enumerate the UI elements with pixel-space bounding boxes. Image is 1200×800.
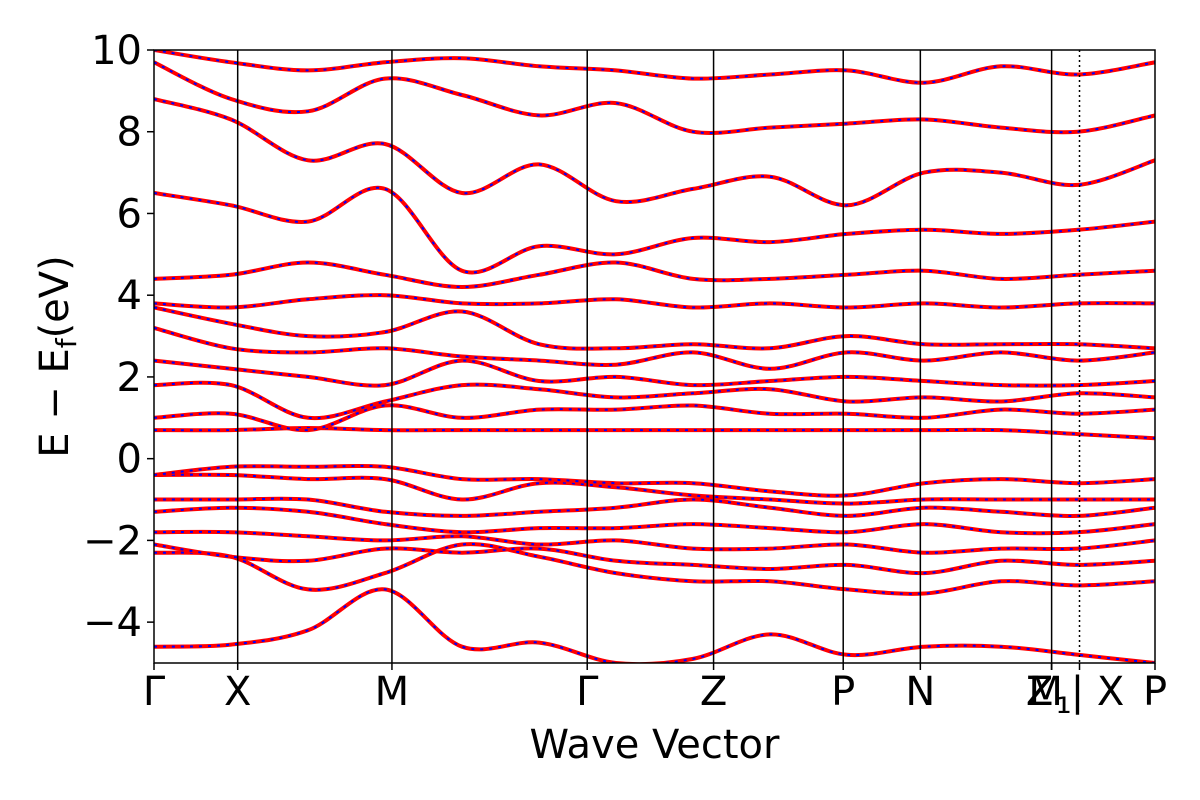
y-tick-label: 10 [91, 28, 142, 74]
band-line [154, 542, 1155, 596]
band-line-overlay [154, 326, 1155, 370]
band-lines [154, 50, 1155, 663]
band-line [154, 305, 1155, 351]
band-line [154, 293, 1155, 310]
band-line-overlay [154, 261, 1155, 289]
y-tick-label: 6 [117, 191, 142, 237]
band-line-overlay [154, 61, 1155, 134]
band-line-overlay [154, 473, 1155, 505]
band-line-overlay [154, 426, 1155, 440]
y-axis-label: E − Ef(eV) [32, 255, 83, 458]
band-line [154, 587, 1155, 663]
band-line [154, 185, 1155, 275]
x-tick-label: ₁ [1056, 677, 1072, 723]
x-tick-label: N [905, 669, 935, 715]
band-line-overlay [154, 359, 1155, 387]
x-tick-label: M [375, 669, 410, 715]
y-axis-label-unit: (eV) [32, 255, 78, 338]
y-axis-label-subscript: f [50, 337, 83, 348]
band-line [154, 60, 1155, 135]
band-line-overlay [154, 381, 1155, 420]
y-tick-label: 0 [117, 437, 142, 483]
x-tick-label: Z [1026, 669, 1053, 715]
band-line-overlay [154, 588, 1155, 663]
band-line [154, 463, 1155, 498]
band-line [154, 358, 1155, 388]
x-axis-label: Wave Vector [530, 722, 781, 768]
x-tick-label: Z [700, 669, 727, 715]
band-line-overlay [154, 98, 1155, 207]
band-line-overlay [154, 50, 1155, 84]
y-tick-label: 4 [117, 273, 142, 319]
band-line-overlay [154, 404, 1155, 432]
x-tick-label: Γ [143, 669, 166, 715]
y-tick-label: 8 [117, 110, 142, 156]
plot-frame [153, 49, 1156, 664]
band-line-overlay [154, 306, 1155, 350]
x-tick-label: P [831, 669, 855, 715]
x-tick-label: M [1028, 669, 1063, 715]
x-tick-label: Γ [576, 669, 599, 715]
band-line [154, 529, 1155, 555]
band-line-overlay [154, 186, 1155, 274]
y-tick-label: −4 [83, 600, 142, 646]
band-line [154, 260, 1155, 290]
band-line-overlay [154, 543, 1155, 575]
band-line [154, 505, 1155, 536]
band-line [154, 496, 1155, 518]
high-symmetry-lines [236, 50, 1081, 663]
y-axis-label-main: E − E [32, 348, 78, 458]
y-axis-ticks: −4 −2 0 2 4 6 8 10 [83, 28, 154, 646]
x-tick-label: X [224, 669, 251, 715]
x-tick-label: P [1143, 669, 1167, 715]
y-tick-label: −2 [83, 518, 142, 564]
x-tick-label: | X [1071, 669, 1125, 715]
y-tick-label: 2 [117, 355, 142, 401]
band-line-overlay [154, 543, 1155, 595]
